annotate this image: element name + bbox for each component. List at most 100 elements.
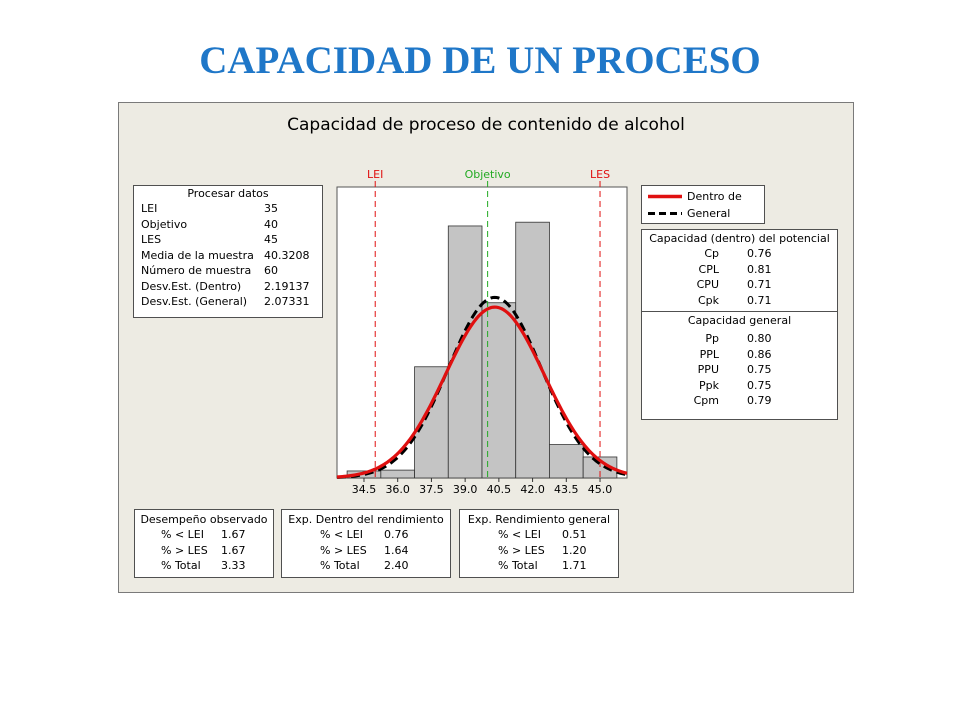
legend-swatch-within <box>648 194 682 199</box>
stat-value: 60 <box>264 264 278 277</box>
stat-value: 0.81 <box>747 262 772 276</box>
stat-value: 0.86 <box>747 347 772 361</box>
marker-label: LEI <box>367 168 383 181</box>
stat-value: 0.80 <box>747 332 772 345</box>
histogram-bar <box>447 225 483 479</box>
histogram-bar <box>481 302 517 479</box>
stat-row: Desv.Est. (General) 2.07331 <box>134 294 322 310</box>
stat-label: Desv.Est. (General) <box>141 295 248 308</box>
capability-histogram: LEI Objetivo LES 34.5 36.0 37.5 39.0 40.5 42.0 43… <box>336 168 628 493</box>
exp-within-box: Exp. Dentro del rendimiento % < LEI 0.76%… <box>281 509 451 578</box>
legend-item-within: Dentro de <box>642 188 764 205</box>
stat-label: Cpm <box>693 394 719 407</box>
curve-overall <box>336 295 628 479</box>
stat-label: PPU <box>697 363 719 376</box>
process-data-title: Procesar datos <box>187 187 269 200</box>
stat-value: 0.75 <box>747 363 772 376</box>
capability-indices-box: Capacidad (dentro) del potencial Cp 0.76 C… <box>641 229 838 420</box>
marker-label: LES <box>590 168 610 181</box>
observed-rows: % < LEI 1.67 % > LES 1.67 % Total 3.33 <box>135 527 273 574</box>
stat-row: Pp 0.80 <box>642 331 837 347</box>
stat-row: Cpk 0.71 <box>642 293 837 309</box>
stat-label: % < LEI <box>498 528 541 541</box>
stat-row: Número de muestra 60 <box>134 263 322 279</box>
stat-row: % > LES 1.20 <box>460 543 618 559</box>
exp-within-rows: % < LEI 0.76 % > LES 1.64 % Total 2.40 <box>282 527 450 574</box>
stat-value: 1.64 <box>384 543 409 557</box>
stat-row: % > LES 1.64 <box>282 543 450 559</box>
overall-rows: Pp 0.80 PPL 0.86 PPU 0.75 Ppk 0.75 Cpm 0.79 <box>642 331 837 409</box>
stat-row: Cp 0.76 <box>642 246 837 262</box>
stat-label: Número de muestra <box>141 264 252 277</box>
stat-label: LEI <box>141 202 158 215</box>
process-data-box: Procesar datos LEI 35 Objetivo 40 LES 45 Media… <box>133 185 323 318</box>
exp-overall-box: Exp. Rendimiento general % < LEI 0.51 % > … <box>459 509 619 578</box>
exp-overall-title: Exp. Rendimiento general <box>467 513 611 526</box>
x-tick-label: 45.0 <box>588 483 613 493</box>
stat-value: 1.67 <box>221 543 246 557</box>
exp-within-title: Exp. Dentro del rendimiento <box>288 513 444 526</box>
slide-title: CAPACIDAD DE UN PROCESO <box>199 39 761 82</box>
x-tick-label: 42.0 <box>520 483 545 493</box>
histogram-bar <box>549 444 584 479</box>
stat-row: % < LEI 1.67 <box>135 527 273 543</box>
stat-label: % > LES <box>498 543 545 557</box>
stat-label: Objetivo <box>141 217 188 231</box>
stat-value: 3.33 <box>221 559 246 572</box>
process-data-rows: LEI 35 Objetivo 40 LES 45 Media de la muestra 4… <box>134 201 322 310</box>
stat-label: % Total <box>498 559 538 572</box>
x-tick-label: 43.5 <box>554 483 579 493</box>
potential-rows: Cp 0.76 CPL 0.81 CPU 0.71 Cpk 0.71 <box>642 246 837 308</box>
stat-value: 0.79 <box>747 394 772 407</box>
stat-row: Media de la muestra 40.3208 <box>134 248 322 264</box>
stat-label: CPL <box>698 262 719 276</box>
stat-row: Objetivo 40 <box>134 217 322 233</box>
stat-value: 0.76 <box>747 247 772 260</box>
stat-value: 2.07331 <box>264 295 310 308</box>
x-tick-label: 34.5 <box>352 483 377 493</box>
potential-title: Capacidad (dentro) del potencial <box>649 232 830 245</box>
stat-row: Cpm 0.79 <box>642 393 837 409</box>
x-tick-label: 40.5 <box>487 483 512 493</box>
stat-value: 0.76 <box>384 528 409 541</box>
marker-label: Objetivo <box>465 168 511 181</box>
chart-title: Capacidad de proceso de contenido de alc… <box>287 115 685 135</box>
stat-label: PPL <box>699 347 719 361</box>
stat-row: LES 45 <box>134 232 322 248</box>
legend: Dentro de General <box>641 185 765 224</box>
stat-label: % > LES <box>161 543 208 557</box>
legend-label-within: Dentro de <box>687 190 742 203</box>
stat-row: % < LEI 0.51 <box>460 527 618 543</box>
stat-row: % > LES 1.67 <box>135 543 273 559</box>
stat-value: 0.71 <box>747 293 772 307</box>
stat-row: % Total 1.71 <box>460 558 618 574</box>
stat-row: Desv.Est. (Dentro) 2.19137 <box>134 279 322 295</box>
observed-title: Desempeño observado <box>140 513 268 526</box>
stat-value: 0.75 <box>747 378 772 392</box>
stat-label: Ppk <box>699 378 719 392</box>
stat-value: 2.40 <box>384 559 409 572</box>
stat-label: Media de la muestra <box>141 248 254 262</box>
stat-label: % Total <box>161 559 201 572</box>
overall-title: Capacidad general <box>687 314 792 327</box>
stat-row: PPL 0.86 <box>642 347 837 363</box>
curve-within <box>336 305 628 479</box>
stat-row: % Total 3.33 <box>135 558 273 574</box>
stat-value: 45 <box>264 233 278 246</box>
stat-row: PPU 0.75 <box>642 362 837 378</box>
stat-value: 0.71 <box>747 278 772 291</box>
stat-label: % < LEI <box>161 528 204 541</box>
stat-value: 1.71 <box>562 559 587 572</box>
stat-value: 35 <box>264 202 278 215</box>
stat-row: CPU 0.71 <box>642 277 837 293</box>
stat-value: 1.20 <box>562 543 587 557</box>
stat-row: Ppk 0.75 <box>642 378 837 394</box>
stat-label: Cpk <box>697 293 719 307</box>
stat-value: 1.67 <box>221 528 246 541</box>
stat-label: % > LES <box>320 543 367 557</box>
stat-value: 0.51 <box>562 528 587 541</box>
chart-panel: Capacidad de proceso de contenido de alc… <box>118 102 854 593</box>
stat-label: CPU <box>696 278 719 291</box>
x-tick-label: 37.5 <box>419 483 444 493</box>
stat-label: Desv.Est. (Dentro) <box>141 279 242 293</box>
